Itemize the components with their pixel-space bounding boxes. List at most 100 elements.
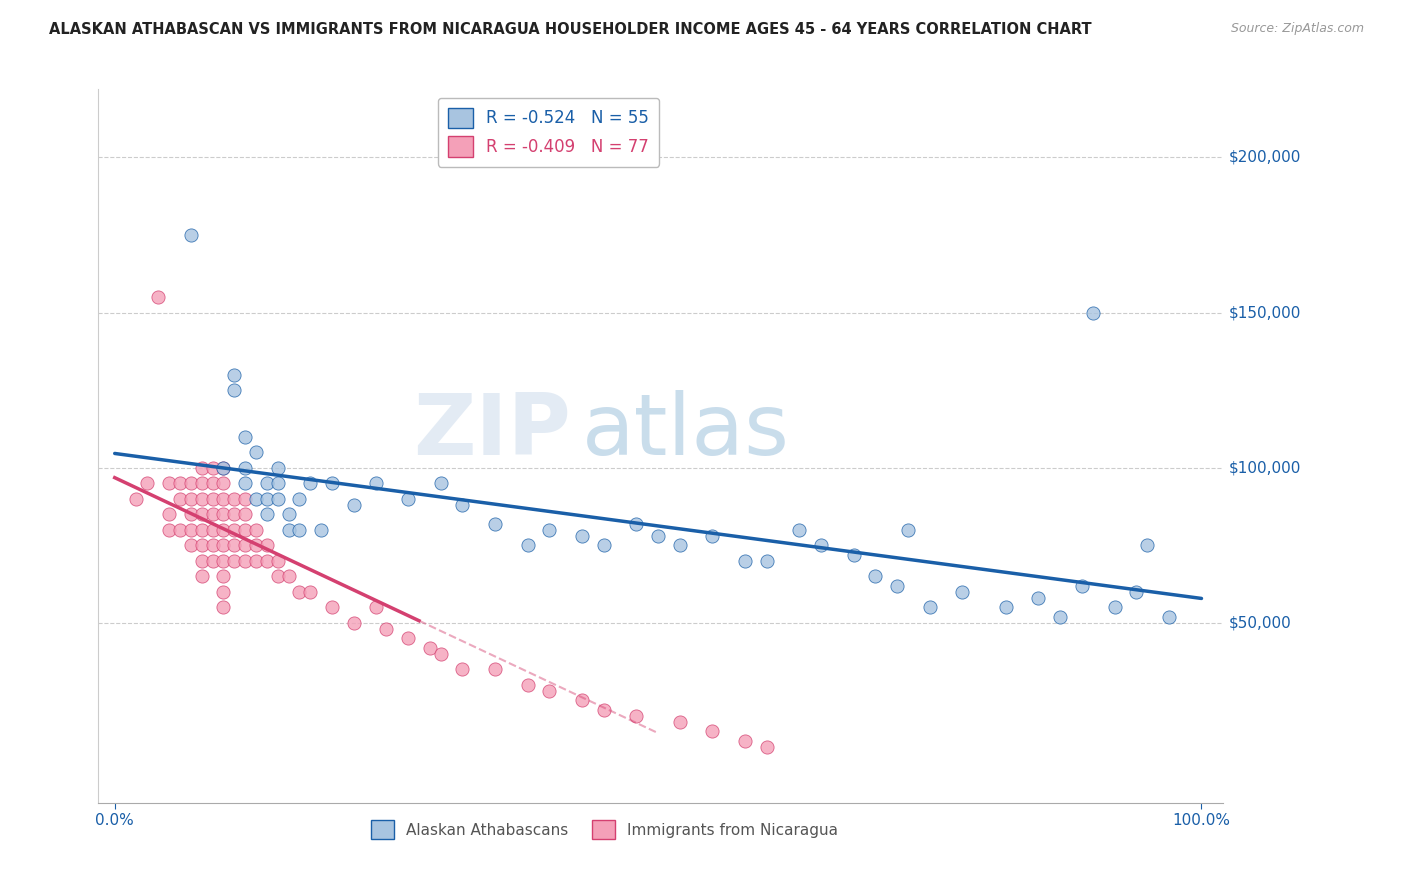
Point <box>224 383 246 397</box>
Point <box>897 523 920 537</box>
Point <box>571 529 593 543</box>
Point <box>364 600 387 615</box>
Point <box>233 523 256 537</box>
Point <box>810 538 832 552</box>
Point <box>157 523 180 537</box>
Point <box>245 523 267 537</box>
Point <box>212 476 235 491</box>
Point <box>1071 579 1094 593</box>
Legend: Alaskan Athabascans, Immigrants from Nicaragua: Alaskan Athabascans, Immigrants from Nic… <box>366 814 844 845</box>
Point <box>516 678 538 692</box>
Point <box>734 733 756 747</box>
Point <box>1157 609 1180 624</box>
Point <box>169 491 191 506</box>
Point <box>201 554 224 568</box>
Point <box>180 476 202 491</box>
Point <box>190 538 212 552</box>
Point <box>233 554 256 568</box>
Point <box>180 491 202 506</box>
Text: $100,000: $100,000 <box>1229 460 1301 475</box>
Point <box>233 538 256 552</box>
Point <box>180 523 202 537</box>
Point <box>233 508 256 522</box>
Point <box>256 476 278 491</box>
Point <box>212 600 235 615</box>
Point <box>592 703 614 717</box>
Point <box>201 476 224 491</box>
Point <box>224 554 246 568</box>
Point <box>538 684 561 698</box>
Point <box>212 460 235 475</box>
Point <box>267 476 290 491</box>
Point <box>734 554 756 568</box>
Point <box>169 476 191 491</box>
Text: ALASKAN ATHABASCAN VS IMMIGRANTS FROM NICARAGUA HOUSEHOLDER INCOME AGES 45 - 64 : ALASKAN ATHABASCAN VS IMMIGRANTS FROM NI… <box>49 22 1092 37</box>
Point <box>267 491 290 506</box>
Point <box>245 554 267 568</box>
Point <box>702 724 724 739</box>
Point <box>201 460 224 475</box>
Point <box>538 523 561 537</box>
Point <box>865 569 887 583</box>
Point <box>375 622 398 636</box>
Point <box>396 632 419 646</box>
Point <box>1028 591 1050 605</box>
Point <box>224 491 246 506</box>
Point <box>918 600 941 615</box>
Point <box>212 569 235 583</box>
Point <box>180 508 202 522</box>
Point <box>212 538 235 552</box>
Point <box>256 491 278 506</box>
Text: atlas: atlas <box>582 390 790 474</box>
Point <box>256 554 278 568</box>
Text: $200,000: $200,000 <box>1229 150 1301 165</box>
Point <box>148 290 170 304</box>
Point <box>190 508 212 522</box>
Point <box>233 430 256 444</box>
Point <box>789 523 811 537</box>
Text: $150,000: $150,000 <box>1229 305 1301 320</box>
Point <box>212 554 235 568</box>
Point <box>224 523 246 537</box>
Point <box>886 579 908 593</box>
Point <box>201 538 224 552</box>
Point <box>245 538 267 552</box>
Point <box>233 491 256 506</box>
Point <box>1136 538 1159 552</box>
Text: ZIP: ZIP <box>413 390 571 474</box>
Point <box>190 569 212 583</box>
Point <box>201 491 224 506</box>
Point <box>343 615 366 630</box>
Point <box>364 476 387 491</box>
Point <box>212 523 235 537</box>
Point <box>755 739 778 754</box>
Point <box>233 476 256 491</box>
Point <box>190 460 212 475</box>
Point <box>190 491 212 506</box>
Point <box>136 476 159 491</box>
Point <box>755 554 778 568</box>
Point <box>256 508 278 522</box>
Point <box>157 476 180 491</box>
Point <box>224 538 246 552</box>
Point <box>309 523 332 537</box>
Point <box>224 368 246 382</box>
Point <box>299 476 322 491</box>
Point <box>233 460 256 475</box>
Point <box>212 460 235 475</box>
Point <box>419 640 441 655</box>
Point <box>1049 609 1071 624</box>
Point <box>277 508 299 522</box>
Point <box>190 523 212 537</box>
Point <box>125 491 148 506</box>
Point <box>299 584 322 599</box>
Point <box>224 508 246 522</box>
Point <box>180 538 202 552</box>
Point <box>571 693 593 707</box>
Point <box>256 538 278 552</box>
Point <box>994 600 1017 615</box>
Point <box>277 569 299 583</box>
Point <box>429 476 451 491</box>
Point <box>842 548 865 562</box>
Point <box>201 508 224 522</box>
